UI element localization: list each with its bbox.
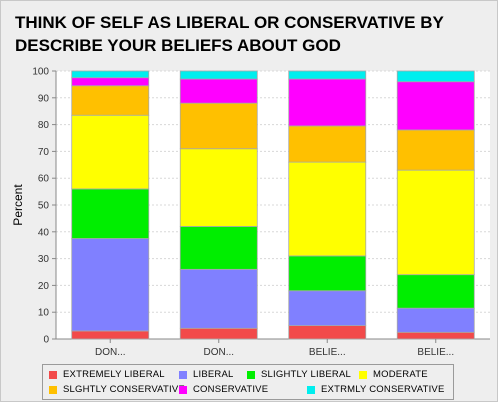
bar-segment	[288, 70, 367, 80]
y-tick-label: 30	[38, 254, 50, 265]
legend-swatch	[49, 370, 57, 379]
bar-segment	[179, 327, 258, 340]
y-tick-label: 40	[38, 227, 50, 238]
y-axis-label: Percent	[11, 184, 25, 226]
bar-segment	[396, 331, 475, 340]
bar-segment	[396, 81, 475, 131]
bar-segment	[288, 325, 367, 340]
legend-item: SLGHTLY CONSERVATIVE	[49, 384, 185, 395]
y-tick-label: 100	[32, 67, 49, 78]
bar-segment	[396, 307, 475, 333]
x-tick-label: BELIE...	[417, 347, 454, 358]
bar-segment	[396, 70, 475, 83]
chart-legend: EXTREMELY LIBERAL LIBERAL SLIGHTLY LIBERAL…	[42, 364, 454, 400]
y-tick-label: 0	[43, 335, 49, 346]
bar-segment	[71, 330, 150, 340]
bar-segment	[288, 161, 367, 257]
y-tick-label: 50	[38, 201, 50, 212]
legend-label: LIBERAL	[193, 369, 234, 380]
bar-segment	[71, 70, 150, 79]
bar-segment	[288, 78, 367, 127]
legend-label: SLIGHTLY LIBERAL	[261, 369, 351, 380]
bar-segment	[71, 188, 150, 239]
legend-label: CONSERVATIVE	[193, 384, 269, 395]
legend-label: EXTREMELY LIBERAL	[63, 369, 165, 380]
bar-segment	[71, 238, 150, 332]
y-tick-label: 10	[38, 308, 50, 319]
y-tick-label: 80	[38, 120, 50, 131]
x-tick-label: BELIE...	[309, 347, 346, 358]
legend-swatch	[179, 370, 187, 379]
legend-swatch	[359, 370, 367, 379]
bar-segment	[179, 268, 258, 329]
x-tick-label: DON...	[95, 347, 126, 358]
chart-title: THINK OF SELF AS LIBERAL OR CONSERVATIVE…	[15, 13, 444, 55]
legend-swatch	[247, 370, 255, 379]
legend-label: SLGHTLY CONSERVATIVE	[63, 384, 185, 395]
bar-segment	[288, 290, 367, 327]
x-tick-label: DON...	[203, 347, 234, 358]
bar-segment	[71, 114, 150, 190]
bar-segment	[396, 274, 475, 309]
y-tick-label: 70	[38, 147, 50, 158]
bar-segment	[396, 129, 475, 171]
legend-item: EXTRMLY CONSERVATIVE	[307, 384, 444, 395]
bar-segment	[179, 102, 258, 150]
legend-label: EXTRMLY CONSERVATIVE	[321, 384, 445, 395]
y-tick-label: 20	[38, 281, 50, 292]
bar-segment	[179, 148, 258, 227]
bar-segment	[179, 78, 258, 104]
legend-swatch	[49, 385, 57, 394]
bar-segment	[71, 85, 150, 116]
bar-segment	[396, 169, 475, 276]
bar-segment	[71, 77, 150, 87]
legend-item: CONSERVATIVE	[179, 384, 268, 395]
bar-segment	[288, 255, 367, 292]
legend-item: EXTREMELY LIBERAL	[49, 369, 165, 380]
bar-segment	[288, 125, 367, 163]
legend-item: LIBERAL	[179, 369, 233, 380]
y-tick-label: 90	[38, 93, 50, 104]
bar-segment	[179, 226, 258, 270]
legend-swatch	[307, 385, 315, 394]
bar-segment	[179, 70, 258, 80]
legend-swatch	[179, 385, 187, 394]
legend-item: MODERATE	[359, 369, 428, 380]
legend-item: SLIGHTLY LIBERAL	[247, 369, 351, 380]
y-tick-label: 60	[38, 174, 50, 185]
legend-label: MODERATE	[373, 369, 428, 380]
